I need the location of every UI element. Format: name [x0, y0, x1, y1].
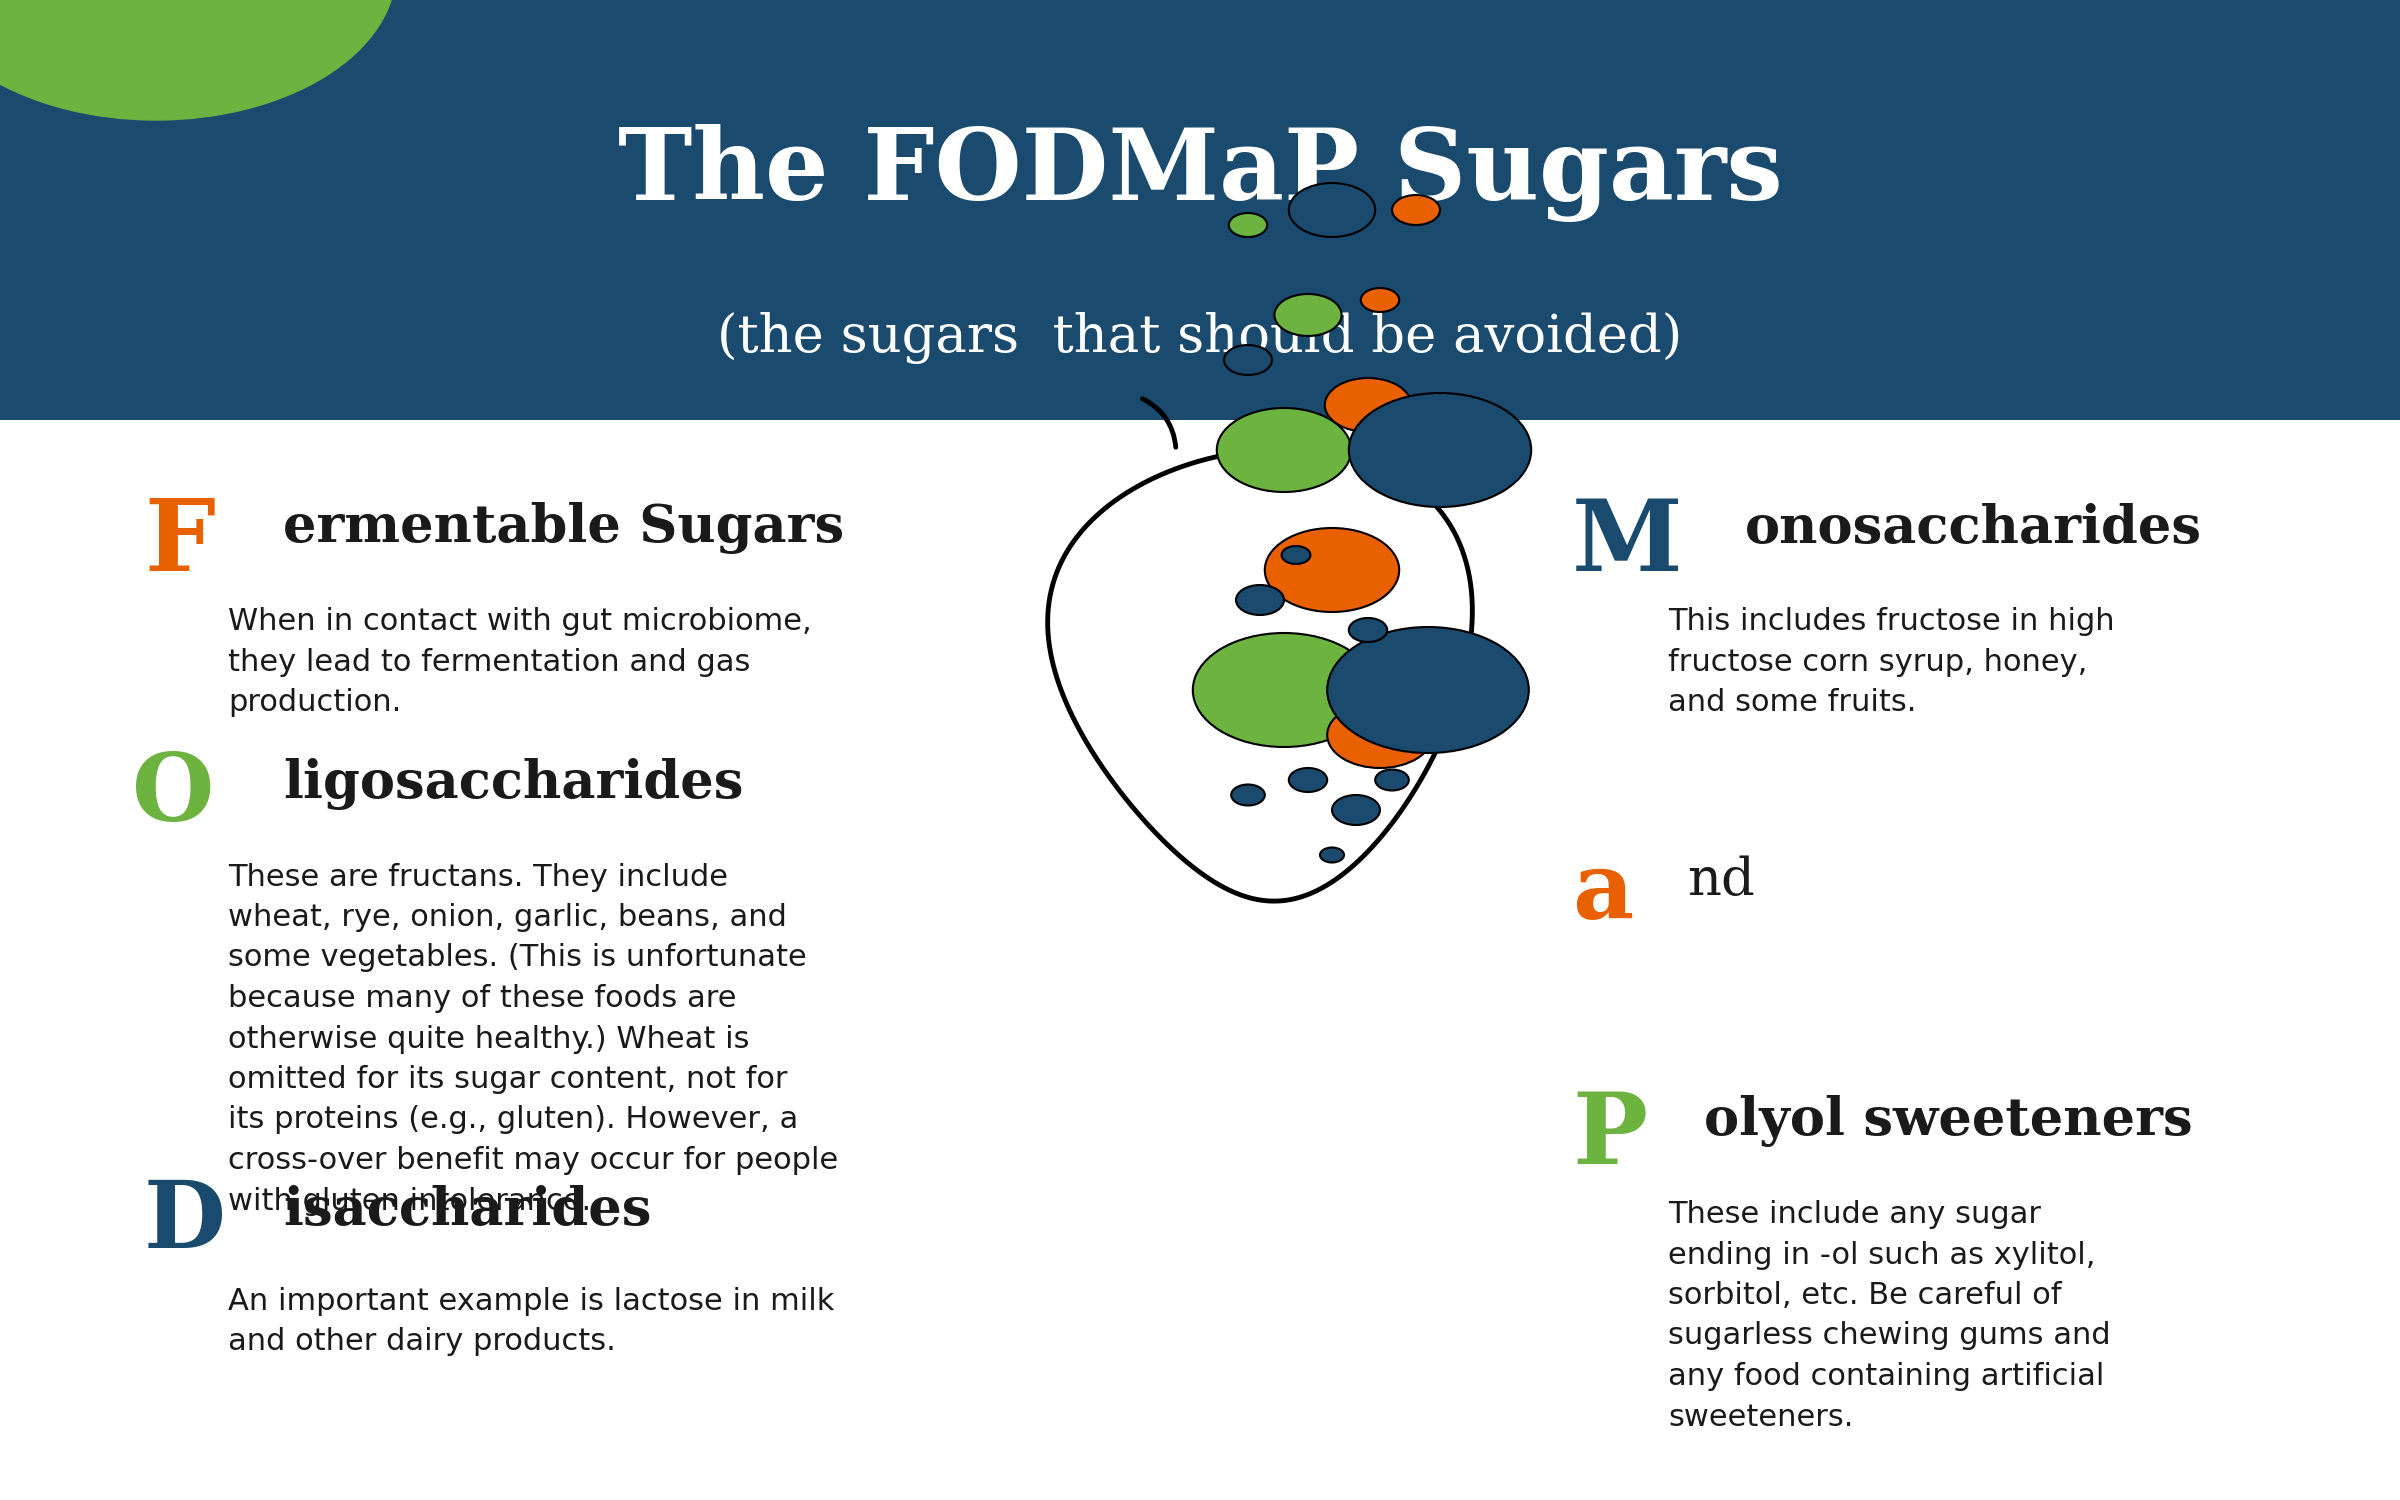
Circle shape	[1320, 847, 1344, 862]
Circle shape	[1332, 795, 1380, 825]
Text: An important example is lactose in milk
and other dairy products.: An important example is lactose in milk …	[228, 1287, 835, 1356]
Text: These are fructans. They include
wheat, rye, onion, garlic, beans, and
some vege: These are fructans. They include wheat, …	[228, 862, 838, 1215]
Text: O: O	[132, 750, 214, 840]
Text: These include any sugar
ending in -ol such as xylitol,
sorbitol, etc. Be careful: These include any sugar ending in -ol su…	[1668, 1200, 2110, 1431]
Circle shape	[1236, 585, 1284, 615]
Circle shape	[1349, 393, 1531, 507]
Text: ligosaccharides: ligosaccharides	[283, 758, 744, 810]
Text: isaccharides: isaccharides	[283, 1185, 650, 1236]
Text: F: F	[144, 495, 216, 592]
Polygon shape	[1049, 448, 1471, 902]
FancyArrowPatch shape	[1142, 399, 1176, 447]
Circle shape	[1327, 627, 1529, 753]
Text: nd: nd	[1687, 855, 1754, 906]
Circle shape	[0, 0, 396, 120]
Circle shape	[1392, 195, 1440, 225]
Circle shape	[1265, 528, 1399, 612]
Circle shape	[1327, 702, 1433, 768]
Circle shape	[1375, 770, 1409, 790]
Circle shape	[1289, 183, 1375, 237]
Text: P: P	[1572, 1088, 1646, 1185]
Circle shape	[1349, 618, 1387, 642]
Circle shape	[1224, 345, 1272, 375]
Text: D: D	[144, 1178, 226, 1268]
Text: ermentable Sugars: ermentable Sugars	[283, 503, 845, 555]
FancyBboxPatch shape	[0, 0, 2400, 420]
Text: olyol sweeteners: olyol sweeteners	[1704, 1095, 2194, 1148]
Circle shape	[1229, 213, 1267, 237]
Circle shape	[1274, 294, 1342, 336]
Text: M: M	[1572, 495, 1682, 592]
Text: The FODMaP Sugars: The FODMaP Sugars	[617, 123, 1783, 222]
Circle shape	[1217, 408, 1351, 492]
Text: When in contact with gut microbiome,
they lead to fermentation and gas
productio: When in contact with gut microbiome, the…	[228, 608, 811, 717]
Circle shape	[1325, 378, 1411, 432]
Text: onosaccharides: onosaccharides	[1745, 503, 2201, 554]
Circle shape	[1282, 546, 1310, 564]
Text: This includes fructose in high
fructose corn syrup, honey,
and some fruits.: This includes fructose in high fructose …	[1668, 608, 2114, 717]
Circle shape	[1231, 784, 1265, 806]
Text: (the sugars  that should be avoided): (the sugars that should be avoided)	[718, 312, 1682, 363]
Circle shape	[1193, 633, 1375, 747]
Text: a: a	[1572, 847, 1634, 938]
Circle shape	[1361, 288, 1399, 312]
Circle shape	[1289, 768, 1327, 792]
